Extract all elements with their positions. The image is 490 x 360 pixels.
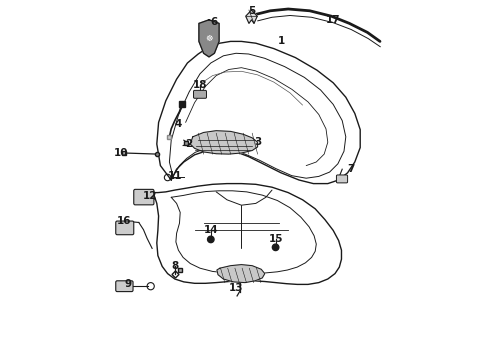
Circle shape [208, 236, 214, 243]
Polygon shape [217, 265, 265, 283]
Text: 18: 18 [193, 80, 207, 90]
Text: 10: 10 [114, 148, 128, 158]
Text: 1: 1 [277, 36, 285, 46]
FancyBboxPatch shape [116, 221, 134, 235]
Text: ☸: ☸ [205, 34, 213, 43]
Polygon shape [190, 131, 258, 154]
Text: 17: 17 [326, 15, 341, 25]
Text: 6: 6 [211, 17, 218, 27]
Polygon shape [245, 10, 257, 23]
Text: 12: 12 [143, 191, 157, 201]
Text: 9: 9 [124, 279, 131, 289]
Text: 16: 16 [117, 216, 132, 226]
Text: 3: 3 [254, 137, 261, 147]
Text: 8: 8 [171, 261, 178, 271]
Text: 4: 4 [175, 119, 182, 129]
Text: 14: 14 [203, 225, 218, 235]
Circle shape [272, 244, 279, 251]
Polygon shape [199, 20, 219, 57]
Text: 15: 15 [269, 234, 283, 244]
Text: 13: 13 [229, 283, 243, 293]
FancyBboxPatch shape [116, 281, 133, 292]
Text: 5: 5 [248, 6, 256, 16]
Text: 7: 7 [347, 164, 355, 174]
FancyBboxPatch shape [337, 175, 347, 183]
Text: 11: 11 [168, 171, 182, 181]
Text: 2: 2 [186, 139, 193, 149]
FancyBboxPatch shape [134, 189, 154, 205]
FancyBboxPatch shape [194, 90, 206, 98]
